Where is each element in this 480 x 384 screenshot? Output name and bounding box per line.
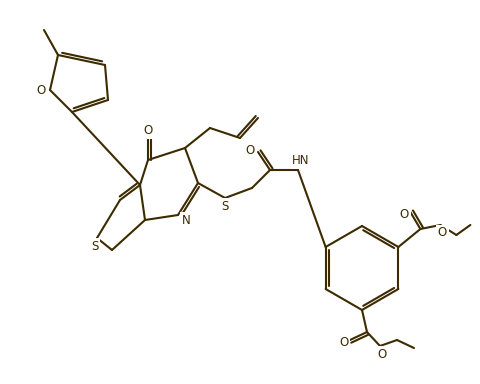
Text: HN: HN [292, 154, 309, 167]
Text: S: S [91, 240, 98, 253]
Text: O: O [399, 207, 408, 220]
Text: O: O [339, 336, 348, 349]
Text: S: S [221, 200, 228, 212]
Text: O: O [377, 348, 386, 361]
Text: O: O [36, 83, 46, 96]
Text: O: O [143, 124, 152, 137]
Text: O: O [437, 227, 446, 240]
Text: O: O [245, 144, 254, 157]
Text: N: N [181, 214, 190, 227]
